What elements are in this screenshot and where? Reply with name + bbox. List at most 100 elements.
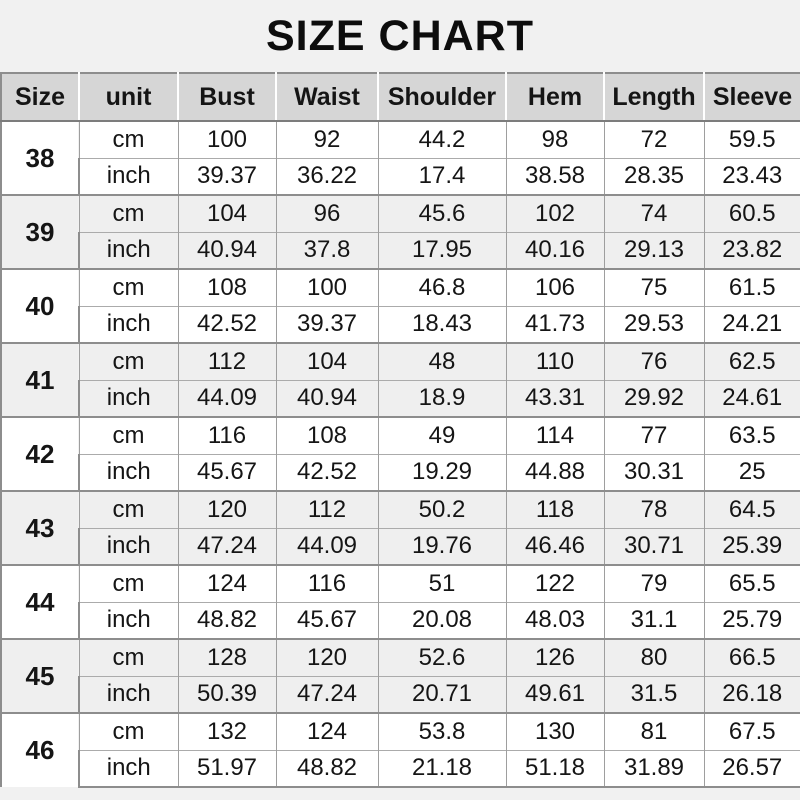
column-header-hem: Hem bbox=[505, 72, 605, 122]
measurement-cell: 65.5 bbox=[703, 564, 800, 602]
measurement-cell: 43.31 bbox=[505, 379, 605, 417]
measurement-cell: 24.21 bbox=[703, 305, 800, 343]
measurement-cell: 75 bbox=[603, 268, 705, 306]
unit-label-cell: inch bbox=[78, 157, 179, 195]
measurement-cell: 120 bbox=[275, 638, 379, 676]
measurement-cell: 52.6 bbox=[377, 638, 507, 676]
measurement-cell: 30.31 bbox=[603, 453, 705, 491]
measurement-cell: 92 bbox=[275, 120, 379, 158]
measurement-cell: 29.13 bbox=[603, 231, 705, 269]
measurement-cell: 67.5 bbox=[703, 712, 800, 750]
unit-label-cell: cm bbox=[78, 490, 179, 528]
size-row-39-cm: 39 cm 104 96 45.6 102 74 60.5 bbox=[0, 194, 800, 269]
measurement-cell: 26.57 bbox=[703, 749, 800, 788]
table-header: Size unit Bust Waist Shoulder Hem Length… bbox=[0, 72, 800, 122]
measurement-cell: 44.88 bbox=[505, 453, 605, 491]
measurement-cell: 38.58 bbox=[505, 157, 605, 195]
measurement-cell: 66.5 bbox=[703, 638, 800, 676]
column-header-size: Size bbox=[0, 72, 80, 122]
measurement-cell: 21.18 bbox=[377, 749, 507, 788]
measurement-cell: 62.5 bbox=[703, 342, 800, 380]
size-row-40-inch: inch 42.52 39.37 18.43 41.73 29.53 24.21 bbox=[1, 305, 800, 343]
measurement-cell: 96 bbox=[275, 194, 379, 232]
measurement-cell: 51.18 bbox=[505, 749, 605, 788]
size-row-39-inch: inch 40.94 37.8 17.95 40.16 29.13 23.82 bbox=[1, 231, 800, 269]
measurement-cell: 126 bbox=[505, 638, 605, 676]
measurement-cell: 116 bbox=[177, 416, 277, 454]
measurement-cell: 25 bbox=[703, 453, 800, 491]
measurement-cell: 102 bbox=[505, 194, 605, 232]
size-cell: 46 bbox=[0, 712, 80, 787]
size-row-46-inch: inch 51.97 48.82 21.18 51.18 31.89 26.57 bbox=[1, 749, 800, 788]
measurement-cell: 112 bbox=[177, 342, 277, 380]
size-row-42-inch: inch 45.67 42.52 19.29 44.88 30.31 25 bbox=[1, 453, 800, 491]
measurement-cell: 40.94 bbox=[177, 231, 277, 269]
measurement-cell: 26.18 bbox=[703, 675, 800, 713]
size-row-44-inch: inch 48.82 45.67 20.08 48.03 31.1 25.79 bbox=[1, 601, 800, 639]
unit-label-cell: inch bbox=[78, 675, 179, 713]
size-row-42-cm: 42 cm 116 108 49 114 77 63.5 bbox=[0, 416, 800, 491]
measurement-cell: 23.82 bbox=[703, 231, 800, 269]
measurement-cell: 29.92 bbox=[603, 379, 705, 417]
measurement-cell: 64.5 bbox=[703, 490, 800, 528]
measurement-cell: 81 bbox=[603, 712, 705, 750]
measurement-cell: 29.53 bbox=[603, 305, 705, 343]
measurement-cell: 114 bbox=[505, 416, 605, 454]
measurement-cell: 77 bbox=[603, 416, 705, 454]
table-body: 38 cm 100 92 44.2 98 72 59.5 inch 39.37 36.22 17.4 3… bbox=[0, 120, 800, 788]
measurement-cell: 50.39 bbox=[177, 675, 277, 713]
size-row-45-cm: 45 cm 128 120 52.6 126 80 66.5 bbox=[0, 638, 800, 713]
measurement-cell: 42.52 bbox=[177, 305, 277, 343]
measurement-cell: 44.09 bbox=[177, 379, 277, 417]
measurement-cell: 23.43 bbox=[703, 157, 800, 195]
measurement-cell: 17.95 bbox=[377, 231, 507, 269]
measurement-cell: 20.71 bbox=[377, 675, 507, 713]
column-header-unit: unit bbox=[78, 72, 179, 122]
measurement-cell: 48.82 bbox=[177, 601, 277, 639]
measurement-cell: 31.1 bbox=[603, 601, 705, 639]
measurement-cell: 40.16 bbox=[505, 231, 605, 269]
size-chart-table: Size unit Bust Waist Shoulder Hem Length… bbox=[0, 72, 800, 788]
measurement-cell: 31.5 bbox=[603, 675, 705, 713]
measurement-cell: 39.37 bbox=[177, 157, 277, 195]
measurement-cell: 37.8 bbox=[275, 231, 379, 269]
measurement-cell: 30.71 bbox=[603, 527, 705, 565]
size-row-43-inch: inch 47.24 44.09 19.76 46.46 30.71 25.39 bbox=[1, 527, 800, 565]
measurement-cell: 79 bbox=[603, 564, 705, 602]
measurement-cell: 98 bbox=[505, 120, 605, 158]
measurement-cell: 100 bbox=[275, 268, 379, 306]
measurement-cell: 110 bbox=[505, 342, 605, 380]
unit-label-cell: inch bbox=[78, 527, 179, 565]
measurement-cell: 124 bbox=[275, 712, 379, 750]
header-row: Size unit Bust Waist Shoulder Hem Length… bbox=[0, 72, 800, 122]
size-row-44-cm: 44 cm 124 116 51 122 79 65.5 bbox=[0, 564, 800, 639]
unit-label-cell: inch bbox=[78, 231, 179, 269]
size-cell: 45 bbox=[0, 638, 80, 713]
size-row-38-inch: inch 39.37 36.22 17.4 38.58 28.35 23.43 bbox=[1, 157, 800, 195]
measurement-cell: 120 bbox=[177, 490, 277, 528]
measurement-cell: 42.52 bbox=[275, 453, 379, 491]
unit-label-cell: cm bbox=[78, 342, 179, 380]
measurement-cell: 46.8 bbox=[377, 268, 507, 306]
measurement-cell: 108 bbox=[275, 416, 379, 454]
measurement-cell: 63.5 bbox=[703, 416, 800, 454]
measurement-cell: 44.09 bbox=[275, 527, 379, 565]
measurement-cell: 122 bbox=[505, 564, 605, 602]
measurement-cell: 61.5 bbox=[703, 268, 800, 306]
size-cell: 38 bbox=[0, 120, 80, 195]
measurement-cell: 18.9 bbox=[377, 379, 507, 417]
measurement-cell: 128 bbox=[177, 638, 277, 676]
measurement-cell: 76 bbox=[603, 342, 705, 380]
size-row-40-cm: 40 cm 108 100 46.8 106 75 61.5 bbox=[0, 268, 800, 343]
unit-label-cell: cm bbox=[78, 416, 179, 454]
size-row-43-cm: 43 cm 120 112 50.2 118 78 64.5 bbox=[0, 490, 800, 565]
column-header-sleeve: Sleeve bbox=[703, 72, 800, 122]
column-header-bust: Bust bbox=[177, 72, 277, 122]
measurement-cell: 124 bbox=[177, 564, 277, 602]
unit-label-cell: cm bbox=[78, 194, 179, 232]
unit-label-cell: inch bbox=[78, 749, 179, 788]
column-header-waist: Waist bbox=[275, 72, 379, 122]
measurement-cell: 41.73 bbox=[505, 305, 605, 343]
measurement-cell: 50.2 bbox=[377, 490, 507, 528]
measurement-cell: 28.35 bbox=[603, 157, 705, 195]
